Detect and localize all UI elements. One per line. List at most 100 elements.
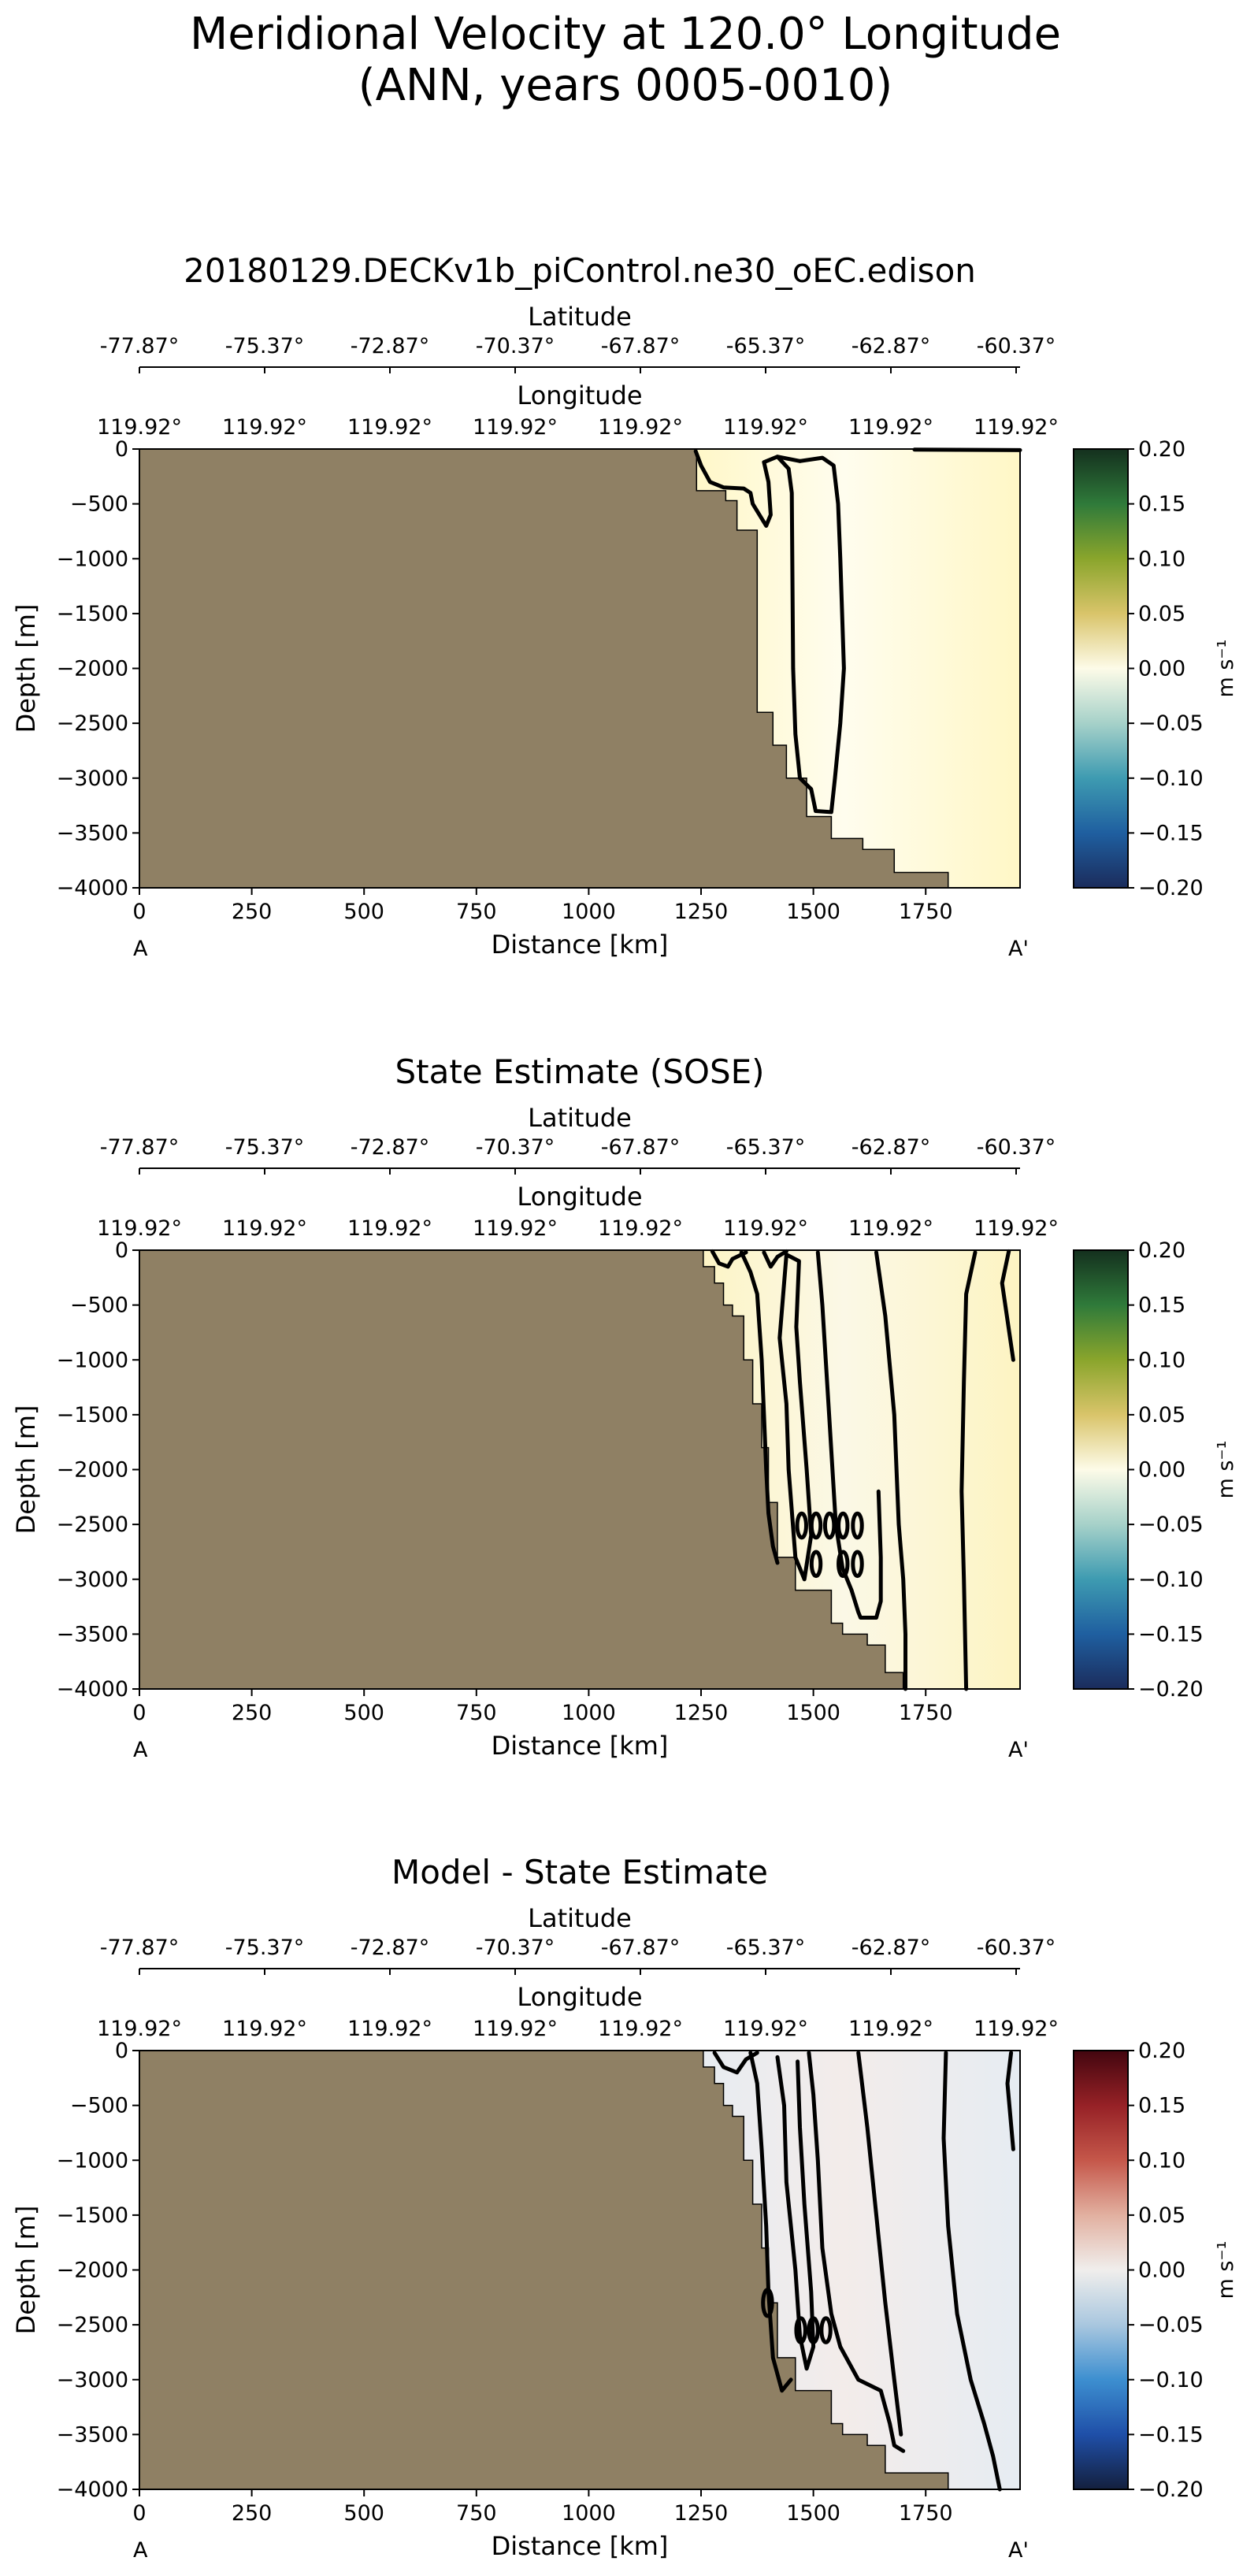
x-tick-label: 750 bbox=[456, 900, 497, 924]
longitude-tick-label: 119.92° bbox=[473, 415, 558, 440]
latitude-tick-label: -72.87° bbox=[351, 1936, 430, 1960]
latitude-tick-label: -60.37° bbox=[977, 1936, 1056, 1960]
y-tick-label: −500 bbox=[70, 1294, 128, 1318]
y-tick-label: −2000 bbox=[57, 657, 128, 681]
y-tick-label: −2500 bbox=[57, 711, 128, 736]
closed-contour bbox=[795, 1511, 808, 1540]
section-start-label: A bbox=[133, 1738, 148, 1762]
x-tick-label: 250 bbox=[232, 1701, 273, 1725]
panel-difference: Model - State Estimate Latitude -77.87° -75… bbox=[11, 1853, 1238, 2563]
y-tick-label: −3500 bbox=[57, 1622, 128, 1646]
zero-contour bbox=[693, 449, 802, 528]
y-axis-label: Depth [m] bbox=[11, 2206, 41, 2335]
latitude-tick-label: -75.37° bbox=[225, 334, 305, 358]
y-tick-label: −4000 bbox=[57, 2478, 128, 2502]
y-axis-label: Depth [m] bbox=[11, 604, 41, 733]
y-tick-label: −1000 bbox=[57, 2148, 128, 2173]
zero-contour bbox=[762, 1249, 788, 1269]
panel-title: State Estimate (SOSE) bbox=[395, 1052, 764, 1091]
colorbar-tick-label: −0.10 bbox=[1138, 2368, 1204, 2392]
longitude-tick-label: 119.92° bbox=[723, 1216, 808, 1241]
colorbar-tick-label: −0.05 bbox=[1138, 2313, 1204, 2337]
x-tick-label: 0 bbox=[132, 2501, 146, 2526]
y-tick-label: −3000 bbox=[57, 1568, 128, 1592]
colorbar-tick-label: −0.05 bbox=[1138, 711, 1204, 736]
latitude-tick-label: -62.87° bbox=[851, 1135, 931, 1160]
closed-contour bbox=[819, 2316, 833, 2344]
colorbar bbox=[1073, 448, 1129, 889]
section-start-label: A bbox=[133, 2538, 148, 2563]
zero-contour bbox=[739, 1250, 780, 1565]
latitude-tick-label: -72.87° bbox=[351, 1135, 430, 1160]
longitude-tick-label: 119.92° bbox=[848, 415, 933, 440]
y-tick-label: −2500 bbox=[57, 2313, 128, 2337]
colorbar-tick-label: 0.00 bbox=[1138, 657, 1185, 681]
longitude-tick-label: 119.92° bbox=[97, 1216, 182, 1241]
colorbar-tick-label: 0.15 bbox=[1138, 492, 1185, 517]
colorbar bbox=[1073, 1249, 1129, 1690]
colorbar-tick-label: 0.10 bbox=[1138, 1348, 1185, 1372]
section-end-label: A' bbox=[1008, 2538, 1029, 2563]
latitude-tick-label: -75.37° bbox=[225, 1936, 305, 1960]
y-tick-label: −3000 bbox=[57, 2368, 128, 2392]
longitude-tick-label: 119.92° bbox=[222, 1216, 307, 1241]
colorbar-tick-label: 0.15 bbox=[1138, 1294, 1185, 1318]
land-mask bbox=[139, 448, 949, 889]
section-end-label: A' bbox=[1008, 1738, 1029, 1762]
longitude-tick-label: 119.92° bbox=[473, 2017, 558, 2041]
latitude-tick-label: -60.37° bbox=[977, 334, 1056, 358]
x-tick-label: 500 bbox=[343, 2501, 384, 2526]
colorbar-tick-label: 0.00 bbox=[1138, 1458, 1185, 1483]
section-start-label: A bbox=[133, 937, 148, 961]
closed-contour bbox=[761, 2288, 774, 2318]
y-tick-label: −1000 bbox=[57, 1348, 128, 1372]
x-tick-label: 0 bbox=[132, 900, 146, 924]
x-tick-label: 750 bbox=[456, 2501, 497, 2526]
x-tick-label: 500 bbox=[343, 1701, 384, 1725]
x-tick-label: 1500 bbox=[786, 900, 840, 924]
zero-contour bbox=[807, 2051, 906, 2453]
colorbar-tick-label: −0.15 bbox=[1138, 2422, 1204, 2447]
zero-contour bbox=[941, 2051, 1002, 2492]
colorbar-tick-label: 0.05 bbox=[1138, 602, 1185, 626]
closed-contour bbox=[822, 1511, 837, 1540]
zero-contour bbox=[856, 2051, 903, 2437]
longitude-tick-label: 119.92° bbox=[598, 415, 683, 440]
closed-contour bbox=[851, 1550, 864, 1579]
zero-contour bbox=[775, 2054, 816, 2371]
latitude-tick-label: -77.87° bbox=[100, 334, 180, 358]
colorbar-tick-label: 0.20 bbox=[1138, 2039, 1185, 2063]
longitude-tick-label: 119.92° bbox=[723, 2017, 808, 2041]
zero-contour bbox=[748, 2051, 793, 2393]
latitude-axis-label: Latitude bbox=[528, 302, 632, 332]
latitude-tick-label: -60.37° bbox=[977, 1135, 1056, 1160]
y-tick-label: 0 bbox=[115, 437, 128, 462]
longitude-tick-label: 119.92° bbox=[974, 415, 1059, 440]
y-tick-label: −4000 bbox=[57, 1677, 128, 1702]
colorbar-label: m s⁻¹ bbox=[1214, 639, 1238, 697]
colorbar-label: m s⁻¹ bbox=[1214, 2240, 1238, 2299]
zero-contour bbox=[775, 455, 846, 815]
panel-title: Model - State Estimate bbox=[391, 1853, 768, 1891]
colorbar-tick-label: −0.20 bbox=[1138, 876, 1204, 900]
x-tick-label: 1000 bbox=[562, 2501, 616, 2526]
latitude-tick-label: -67.87° bbox=[601, 334, 681, 358]
closed-contour bbox=[837, 1511, 850, 1540]
colorbar-tick-label: 0.10 bbox=[1138, 547, 1185, 571]
section-end-label: A' bbox=[1008, 937, 1029, 961]
y-tick-label: −1500 bbox=[57, 1403, 128, 1427]
zero-contour bbox=[1000, 1249, 1015, 1362]
closed-contour bbox=[851, 1511, 864, 1540]
zero-contour bbox=[815, 1250, 883, 1620]
closed-contour bbox=[809, 1511, 823, 1540]
latitude-tick-label: -65.37° bbox=[726, 334, 806, 358]
y-tick-label: −3500 bbox=[57, 2422, 128, 2447]
latitude-axis-label: Latitude bbox=[528, 1103, 632, 1133]
y-tick-label: −1000 bbox=[57, 547, 128, 571]
x-tick-label: 1500 bbox=[786, 1701, 840, 1725]
colorbar-tick-label: −0.05 bbox=[1138, 1513, 1204, 1537]
colorbar-tick-label: −0.10 bbox=[1138, 1568, 1204, 1592]
panel-model: 20180129.DECKv1b_piControl.ne30_oEC.edis… bbox=[11, 251, 1238, 961]
x-tick-label: 1750 bbox=[899, 2501, 953, 2526]
longitude-tick-label: 119.92° bbox=[974, 2017, 1059, 2041]
